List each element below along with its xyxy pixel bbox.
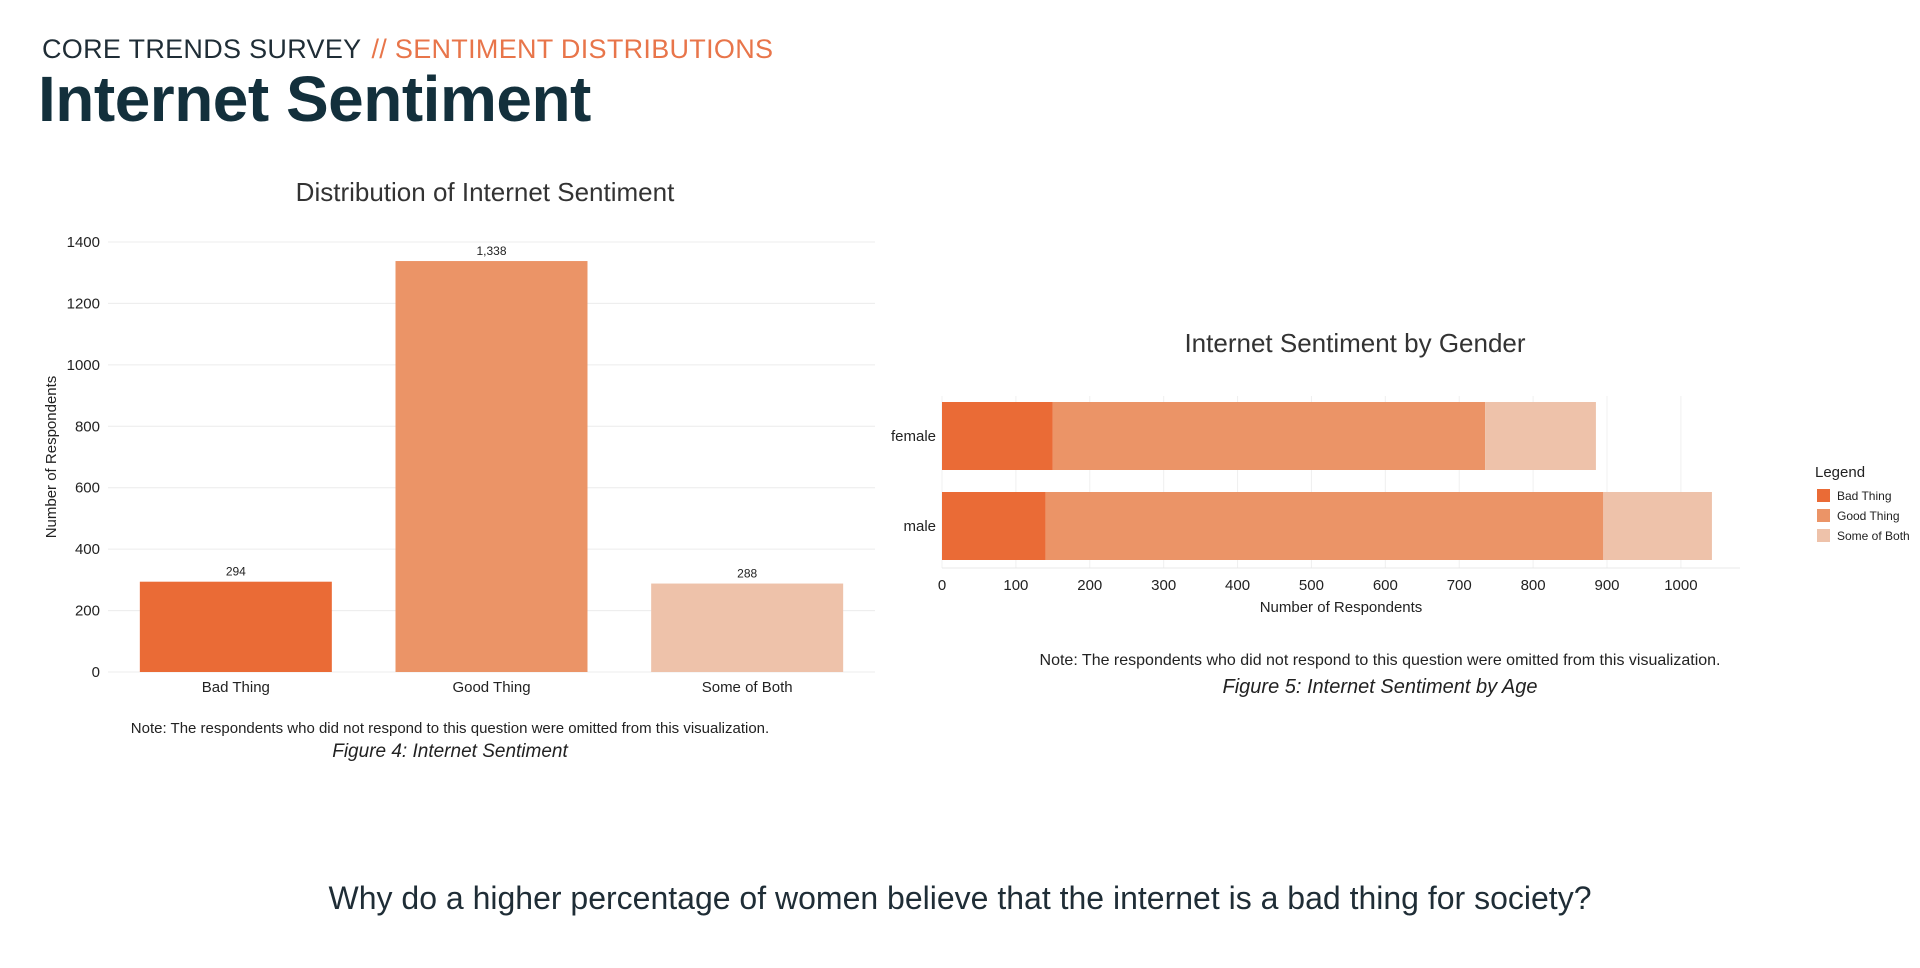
legend-label: Good Thing [1837,509,1900,523]
bar [395,261,588,672]
x-tick-label: Some of Both [702,679,793,696]
y-tick-label: 0 [92,664,100,681]
section-label: // SENTIMENT DISTRIBUTIONS [371,34,774,64]
chart1-svg: 0 200 400 600 800 1000 1200 1400 Number of Respo… [43,234,875,696]
y-tick-label: 1000 [67,357,100,374]
y-tick-label: 1200 [67,295,100,312]
x-tick-label: 300 [1151,577,1176,594]
y-tick-label: female [891,428,936,445]
chart1-caption: Figure 4: Internet Sentiment [332,741,568,762]
bar-value-label: 1,338 [476,244,506,258]
survey-label: CORE TRENDS SURVEY [42,34,362,64]
x-tick-label: 800 [1521,577,1546,594]
y-tick-label: male [903,518,936,535]
x-axis-label: Number of Respondents [1260,599,1423,616]
x-tick-label: 1000 [1664,577,1697,594]
legend-label: Some of Both [1837,529,1910,543]
legend-swatch [1817,529,1830,542]
legend-label: Bad Thing [1837,489,1892,503]
bar-segment [1052,402,1486,470]
y-axis-label: Number of Respondents [43,376,60,539]
x-tick-label: 100 [1003,577,1028,594]
y-tick-label: 800 [75,418,100,435]
chart2-svg: 0 100 200 300 400 500 600 700 800 900 1000 Number o… [891,396,1910,616]
chart1-title: Distribution of Internet Sentiment [295,177,675,207]
question-text: Why do a higher percentage of women beli… [328,880,1592,916]
bar-segment [1485,402,1596,470]
x-tick-label: 500 [1299,577,1324,594]
x-tick-label: 200 [1077,577,1102,594]
bar [139,581,332,672]
x-tick-label: Bad Thing [202,679,270,696]
y-tick-label: 1400 [67,234,100,251]
x-tick-label: 400 [1225,577,1250,594]
bar-value-label: 294 [226,565,246,579]
chart2-note: Note: The respondents who did not respon… [1039,652,1721,669]
legend-swatch [1817,509,1830,522]
page-title: Internet Sentiment [38,63,591,135]
x-tick-label: 600 [1373,577,1398,594]
section-eyebrow: CORE TRENDS SURVEY // SENTIMENT DISTRIBUT… [42,34,773,65]
x-tick-label: Good Thing [452,679,530,696]
y-tick-label: 600 [75,480,100,497]
bar-value-label: 288 [737,567,757,581]
x-tick-label: 0 [938,577,946,594]
x-tick-label: 700 [1447,577,1472,594]
chart1-note: Note: The respondents who did not respon… [130,720,770,737]
y-tick-label: 400 [75,541,100,558]
bar-segment [942,402,1053,470]
y-tick-label: 200 [75,603,100,620]
chart2-caption: Figure 5: Internet Sentiment by Age [1222,676,1538,698]
legend-title: Legend [1815,464,1865,481]
chart2-title: Internet Sentiment by Gender [1184,328,1526,358]
x-tick-label: 900 [1594,577,1619,594]
bar [651,583,844,672]
bar-segment [1045,492,1604,560]
bar-segment [942,492,1046,560]
bar-segment [1603,492,1712,560]
legend-swatch [1817,489,1830,502]
